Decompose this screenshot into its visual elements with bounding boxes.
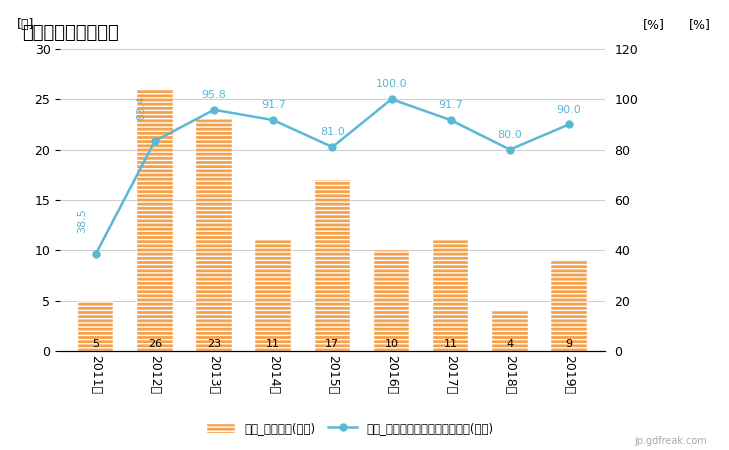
Text: 11: 11 (266, 338, 280, 349)
Legend: 木造_建築物数(左軸), 木造_全建築物数にしめるシェア(右軸): 木造_建築物数(左軸), 木造_全建築物数にしめるシェア(右軸) (201, 417, 499, 440)
Text: jp.gdfreak.com: jp.gdfreak.com (634, 436, 707, 446)
Text: 81.0: 81.0 (320, 127, 345, 137)
Text: 95.8: 95.8 (202, 90, 227, 100)
Text: 4: 4 (507, 338, 513, 349)
Text: [棟]: [棟] (17, 18, 34, 31)
Text: 10: 10 (384, 338, 399, 349)
Bar (137, 89, 173, 351)
Bar (196, 119, 232, 351)
Text: 91.7: 91.7 (438, 100, 463, 110)
Bar (255, 240, 291, 351)
Bar (315, 180, 350, 351)
Text: 23: 23 (207, 338, 221, 349)
Text: 91.7: 91.7 (261, 100, 286, 110)
Bar (551, 261, 587, 351)
Text: 9: 9 (566, 338, 572, 349)
Text: 11: 11 (444, 338, 458, 349)
Text: 38.5: 38.5 (77, 208, 87, 233)
Text: 26: 26 (148, 338, 162, 349)
Bar (78, 301, 114, 351)
Bar (374, 250, 409, 351)
Text: 90.0: 90.0 (557, 105, 582, 115)
Text: 5: 5 (92, 338, 99, 349)
Text: 80.0: 80.0 (497, 130, 522, 140)
Bar (433, 240, 469, 351)
Text: 100.0: 100.0 (375, 80, 408, 90)
Text: 83.4: 83.4 (136, 95, 146, 120)
Text: [%]: [%] (643, 18, 665, 31)
Bar (492, 311, 528, 351)
Text: 17: 17 (325, 338, 340, 349)
Text: [%]: [%] (689, 18, 711, 31)
Text: 木造建築物数の推移: 木造建築物数の推移 (22, 24, 119, 42)
